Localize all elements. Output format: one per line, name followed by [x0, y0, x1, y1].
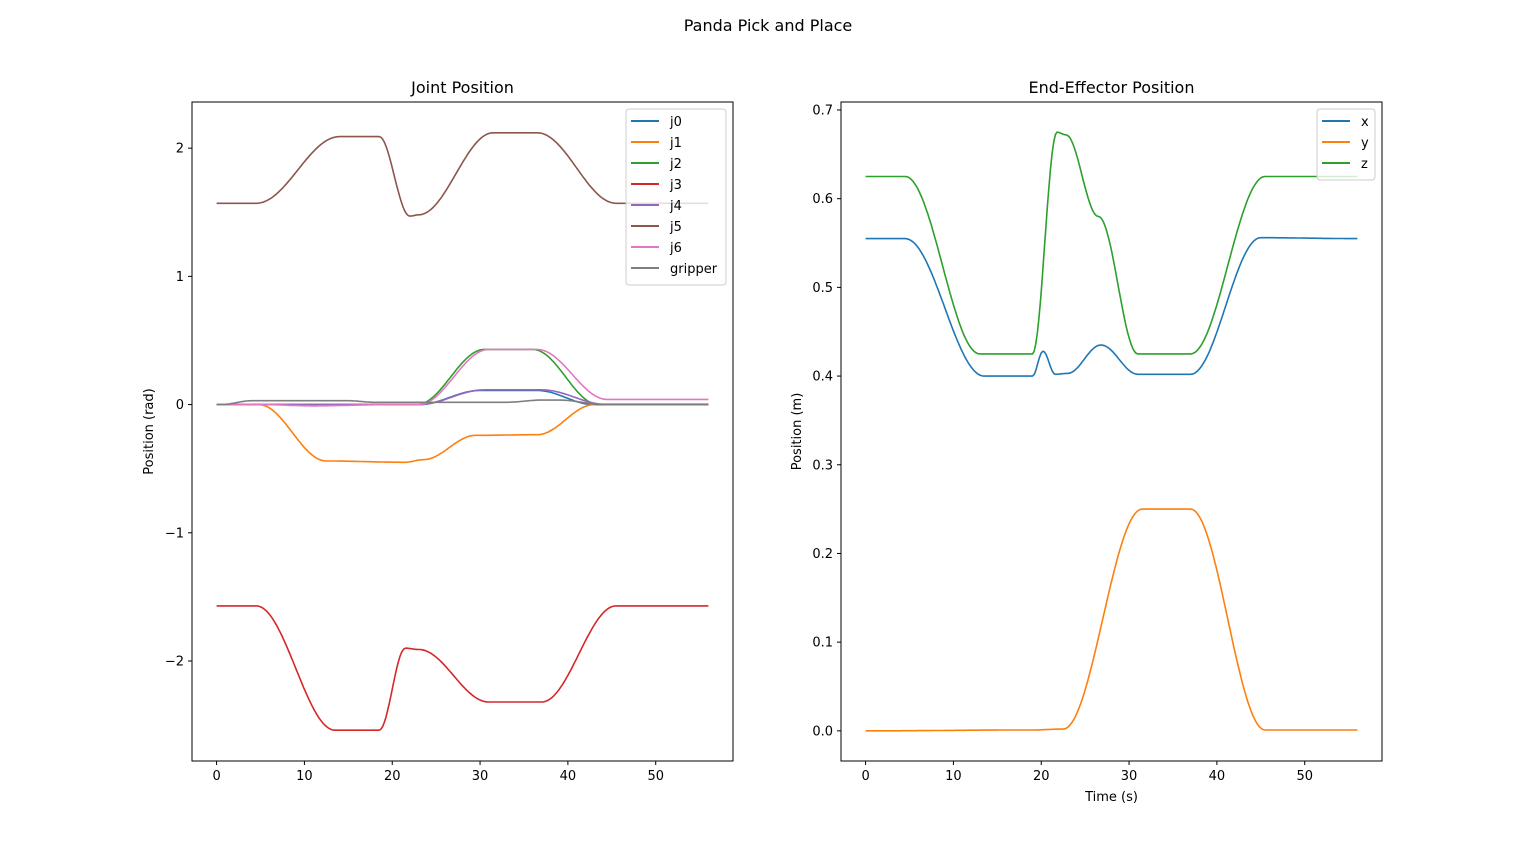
x-tick-label: 10 — [945, 769, 962, 784]
series-line-gripper — [216, 399, 709, 406]
x-tick-label: 30 — [472, 769, 489, 784]
series-line-j2 — [216, 348, 709, 406]
x-tick-label: 40 — [1209, 769, 1226, 784]
x-tick-label: 40 — [560, 769, 577, 784]
y-tick-label: 0.1 — [812, 636, 833, 651]
x-tick-label: 20 — [1033, 769, 1050, 784]
y-tick-label: 1 — [176, 270, 184, 285]
series-line-z — [865, 131, 1358, 355]
legend-label-j1: j1 — [669, 136, 682, 151]
y-tick-label: 0.5 — [812, 281, 833, 296]
x-tick-label: 20 — [384, 769, 401, 784]
y-tick-label: 0 — [176, 398, 184, 413]
axes-title: End-Effector Position — [1029, 78, 1195, 97]
x-axis-label: Time (s) — [1084, 790, 1138, 805]
y-tick-label: 0.7 — [812, 103, 833, 118]
legend: xyz — [1316, 108, 1376, 181]
series-line-j1 — [216, 403, 709, 464]
legend-label-j5: j5 — [669, 220, 682, 235]
y-tick-label: 0.3 — [812, 458, 833, 473]
legend: j0 j1 j2 j3 j4 j5 j6 gripper — [625, 108, 727, 286]
y-axis-label: Position (m) — [790, 393, 805, 471]
legend-label-j6: j6 — [669, 241, 682, 256]
y-tick-label: 0.0 — [812, 724, 833, 739]
series-line-j3 — [216, 605, 709, 732]
series-line-y — [865, 508, 1358, 732]
y-tick-label: −1 — [165, 526, 184, 541]
axes-frame — [191, 101, 734, 762]
legend-box — [625, 108, 727, 286]
legend-label-y: y — [1361, 136, 1369, 151]
end-effector-position-axes: End-Effector Position 0 10 20 30 40 50 0.0 0.1 0.… — [790, 78, 1383, 805]
y-tick-label: −2 — [165, 654, 184, 669]
x-tick-label: 0 — [212, 769, 220, 784]
legend-label-j0: j0 — [669, 115, 682, 130]
joint-position-axes: Joint Position 0 10 20 30 40 50 −2 −1 0 1 2 Position… — [142, 78, 734, 784]
axes-frame — [840, 101, 1383, 762]
legend-label-j4: j4 — [669, 199, 682, 214]
legend-label-j2: j2 — [669, 157, 682, 172]
x-tick-label: 0 — [861, 769, 869, 784]
x-tick-label: 50 — [647, 769, 664, 784]
y-tick-label: 0.4 — [812, 370, 833, 385]
x-tick-label: 30 — [1121, 769, 1138, 784]
y-tick-label: 2 — [176, 142, 184, 157]
y-axis-label: Position (rad) — [142, 388, 157, 474]
legend-label-gripper: gripper — [670, 262, 718, 277]
series-line-x — [865, 236, 1358, 377]
x-tick-label: 50 — [1296, 769, 1313, 784]
legend-label-z: z — [1361, 157, 1368, 172]
legend-label-x: x — [1361, 115, 1369, 130]
x-tick-label: 10 — [296, 769, 313, 784]
legend-label-j3: j3 — [669, 178, 682, 193]
figure-title: Panda Pick and Place — [684, 16, 853, 35]
series-line-j6 — [216, 348, 709, 407]
axes-title: Joint Position — [410, 78, 514, 97]
y-tick-label: 0.2 — [812, 547, 833, 562]
y-tick-label: 0.6 — [812, 192, 833, 207]
